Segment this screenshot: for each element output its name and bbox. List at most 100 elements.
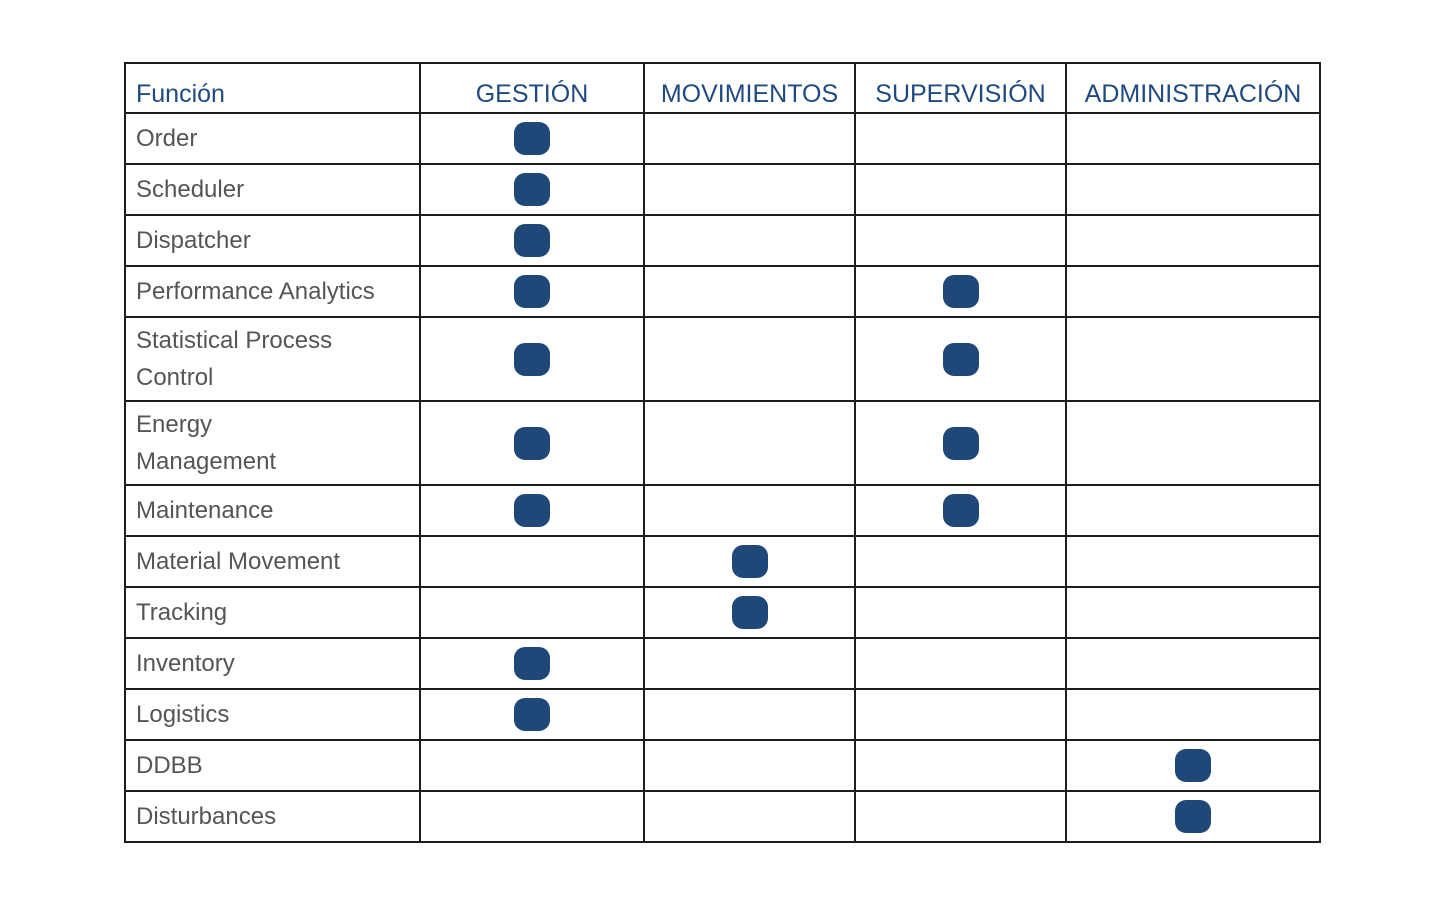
check-mark-icon (514, 122, 550, 155)
mark-cell (419, 400, 645, 486)
table-row: DDBB (124, 739, 1321, 792)
check-mark-icon (514, 275, 550, 308)
mark-cell (419, 586, 645, 639)
mark-cell (419, 739, 645, 792)
mark-cell (643, 586, 856, 639)
header-funcion: Función (124, 62, 421, 114)
function-label: Dispatcher (124, 214, 421, 267)
table-row: Material Movement (124, 535, 1321, 588)
table-row: Order (124, 112, 1321, 165)
check-mark-icon (514, 647, 550, 680)
check-mark-icon (1175, 800, 1211, 833)
mark-cell (419, 316, 645, 402)
check-mark-icon (942, 275, 979, 308)
function-label: Energy Management (124, 400, 421, 486)
mark-cell (1065, 790, 1321, 843)
table-row: Scheduler (124, 163, 1321, 216)
mark-cell (854, 688, 1067, 741)
check-mark-icon (942, 342, 979, 376)
table-row: Performance Analytics (124, 265, 1321, 318)
mark-cell (643, 265, 856, 318)
mark-cell (1065, 739, 1321, 792)
mark-cell (854, 586, 1067, 639)
mark-cell (1065, 535, 1321, 588)
table-row: Disturbances (124, 790, 1321, 843)
mark-cell (1065, 163, 1321, 216)
table-row: Dispatcher (124, 214, 1321, 267)
function-label: Material Movement (124, 535, 421, 588)
mark-cell (643, 400, 856, 486)
check-mark-icon (1175, 749, 1211, 782)
mark-cell (419, 163, 645, 216)
mark-cell (854, 790, 1067, 843)
mark-cell (854, 316, 1067, 402)
mark-cell (419, 535, 645, 588)
mark-cell (1065, 688, 1321, 741)
mark-cell (419, 265, 645, 318)
function-label: Scheduler (124, 163, 421, 216)
mark-cell (1065, 214, 1321, 267)
table-row: Energy Management (124, 400, 1321, 486)
mark-cell (419, 688, 645, 741)
table-row: Statistical Process Control (124, 316, 1321, 402)
header-administracion: ADMINISTRACIÓN (1065, 62, 1321, 114)
mark-cell (854, 535, 1067, 588)
mark-cell (419, 637, 645, 690)
mark-cell (854, 112, 1067, 165)
mark-cell (419, 484, 645, 537)
mark-cell (643, 535, 856, 588)
function-label: DDBB (124, 739, 421, 792)
check-mark-icon (731, 596, 768, 629)
mark-cell (854, 400, 1067, 486)
mark-cell (419, 790, 645, 843)
check-mark-icon (514, 173, 550, 206)
mark-cell (643, 163, 856, 216)
mark-cell (643, 688, 856, 741)
function-label: Tracking (124, 586, 421, 639)
mark-cell (643, 214, 856, 267)
function-matrix-table: Función GESTIÓN MOVIMIENTOS SUPERVISIÓN … (124, 62, 1321, 843)
mark-cell (854, 484, 1067, 537)
mark-cell (1065, 112, 1321, 165)
check-mark-icon (514, 698, 550, 731)
table-row: Maintenance (124, 484, 1321, 537)
function-label: Logistics (124, 688, 421, 741)
function-label: Maintenance (124, 484, 421, 537)
mark-cell (1065, 586, 1321, 639)
check-mark-icon (942, 494, 979, 527)
mark-cell (643, 316, 856, 402)
header-movimientos: MOVIMIENTOS (643, 62, 856, 114)
mark-cell (643, 790, 856, 843)
mark-cell (854, 265, 1067, 318)
function-label: Performance Analytics (124, 265, 421, 318)
function-label: Disturbances (124, 790, 421, 843)
check-mark-icon (514, 224, 550, 257)
mark-cell (1065, 316, 1321, 402)
mark-cell (854, 637, 1067, 690)
mark-cell (854, 214, 1067, 267)
function-label: Statistical Process Control (124, 316, 421, 402)
mark-cell (1065, 637, 1321, 690)
check-mark-icon (514, 426, 550, 460)
mark-cell (854, 739, 1067, 792)
check-mark-icon (942, 426, 979, 460)
table-row: Inventory (124, 637, 1321, 690)
check-mark-icon (514, 494, 550, 527)
mark-cell (854, 163, 1067, 216)
check-mark-icon (731, 545, 768, 578)
mark-cell (419, 112, 645, 165)
header-supervision: SUPERVISIÓN (854, 62, 1067, 114)
mark-cell (419, 214, 645, 267)
check-mark-icon (514, 342, 550, 376)
mark-cell (643, 739, 856, 792)
table-row: Tracking (124, 586, 1321, 639)
function-label: Order (124, 112, 421, 165)
header-row: Función GESTIÓN MOVIMIENTOS SUPERVISIÓN … (124, 62, 1321, 114)
table-row: Logistics (124, 688, 1321, 741)
mark-cell (1065, 400, 1321, 486)
mark-cell (643, 112, 856, 165)
header-gestion: GESTIÓN (419, 62, 645, 114)
mark-cell (643, 637, 856, 690)
mark-cell (1065, 484, 1321, 537)
mark-cell (1065, 265, 1321, 318)
